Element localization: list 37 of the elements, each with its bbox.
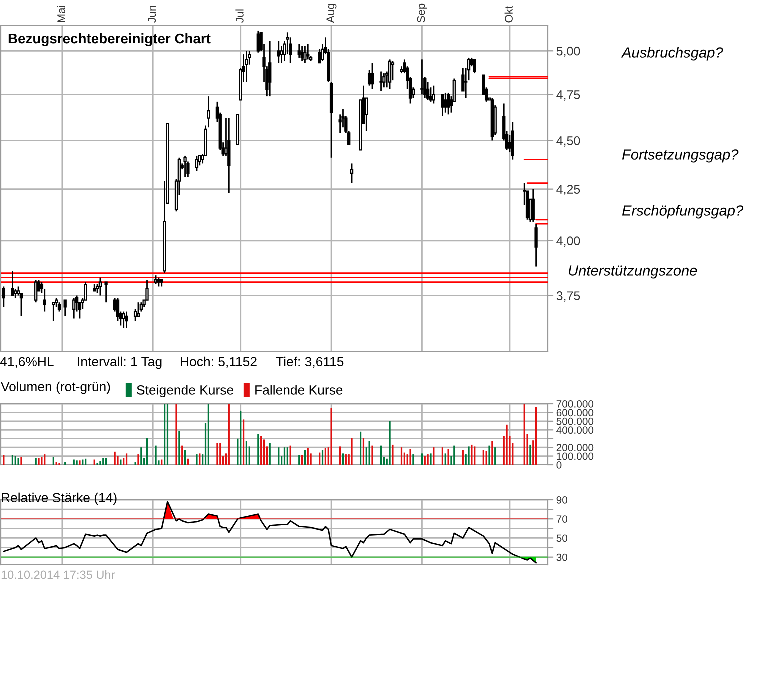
y-tick-label: 0 (556, 462, 562, 469)
x-tick-label: Jul (236, 10, 244, 24)
y-tick-label: 600.000 (556, 409, 594, 417)
text: 41,6%HL (0, 357, 54, 368)
y-tick-label: 90 (556, 496, 568, 504)
y-tick-label: 50 (556, 534, 568, 542)
text: Tief: 3,6115 (276, 356, 344, 368)
text: Ausbruchsgap? (621, 47, 724, 61)
y-tick-label: 400.000 (556, 426, 594, 434)
y-tick-label: 3,75 (556, 292, 580, 302)
x-tick-label: Sep (417, 4, 428, 23)
text: Bezugsrechtebereinigter Chart (8, 33, 211, 47)
text: Erschöpfungsgap? (622, 205, 744, 219)
y-tick-label: 500.000 (556, 418, 594, 426)
legend-label: Steigende Kurse (137, 385, 234, 398)
y-tick-label: 200.000 (556, 444, 594, 452)
text: Unterstützungszone (569, 266, 698, 279)
y-tick-label: 70 (556, 516, 568, 523)
y-tick-label: 4,50 (556, 136, 580, 147)
x-tick-label: Jun (148, 6, 156, 24)
y-tick-label: 4,00 (556, 236, 580, 248)
x-tick-label: Mai (57, 6, 66, 22)
y-tick-label: 4,75 (556, 90, 580, 101)
x-tick-label: Aug (326, 4, 337, 24)
y-tick-label: 700.000 (556, 400, 594, 408)
text: 10.10.2014 17:35 Uhr (2, 570, 116, 580)
text: Intervall: 1 Tag (78, 356, 162, 370)
chart-title: Relative Stärke (14) (2, 492, 117, 506)
text: Fortsetzungsgap? (622, 150, 739, 163)
y-tick-label: 30 (556, 554, 568, 562)
y-tick-label: 4,25 (556, 185, 580, 196)
y-tick-label: 100.000 (557, 452, 594, 460)
text: Hoch: 5,1152 (181, 356, 257, 368)
chart-title: Volumen (rot-grün) (1, 382, 110, 394)
legend-label: Fallende Kurse (256, 385, 343, 395)
x-tick-label: Okt (504, 6, 513, 23)
y-tick-label: 5,00 (556, 46, 580, 58)
